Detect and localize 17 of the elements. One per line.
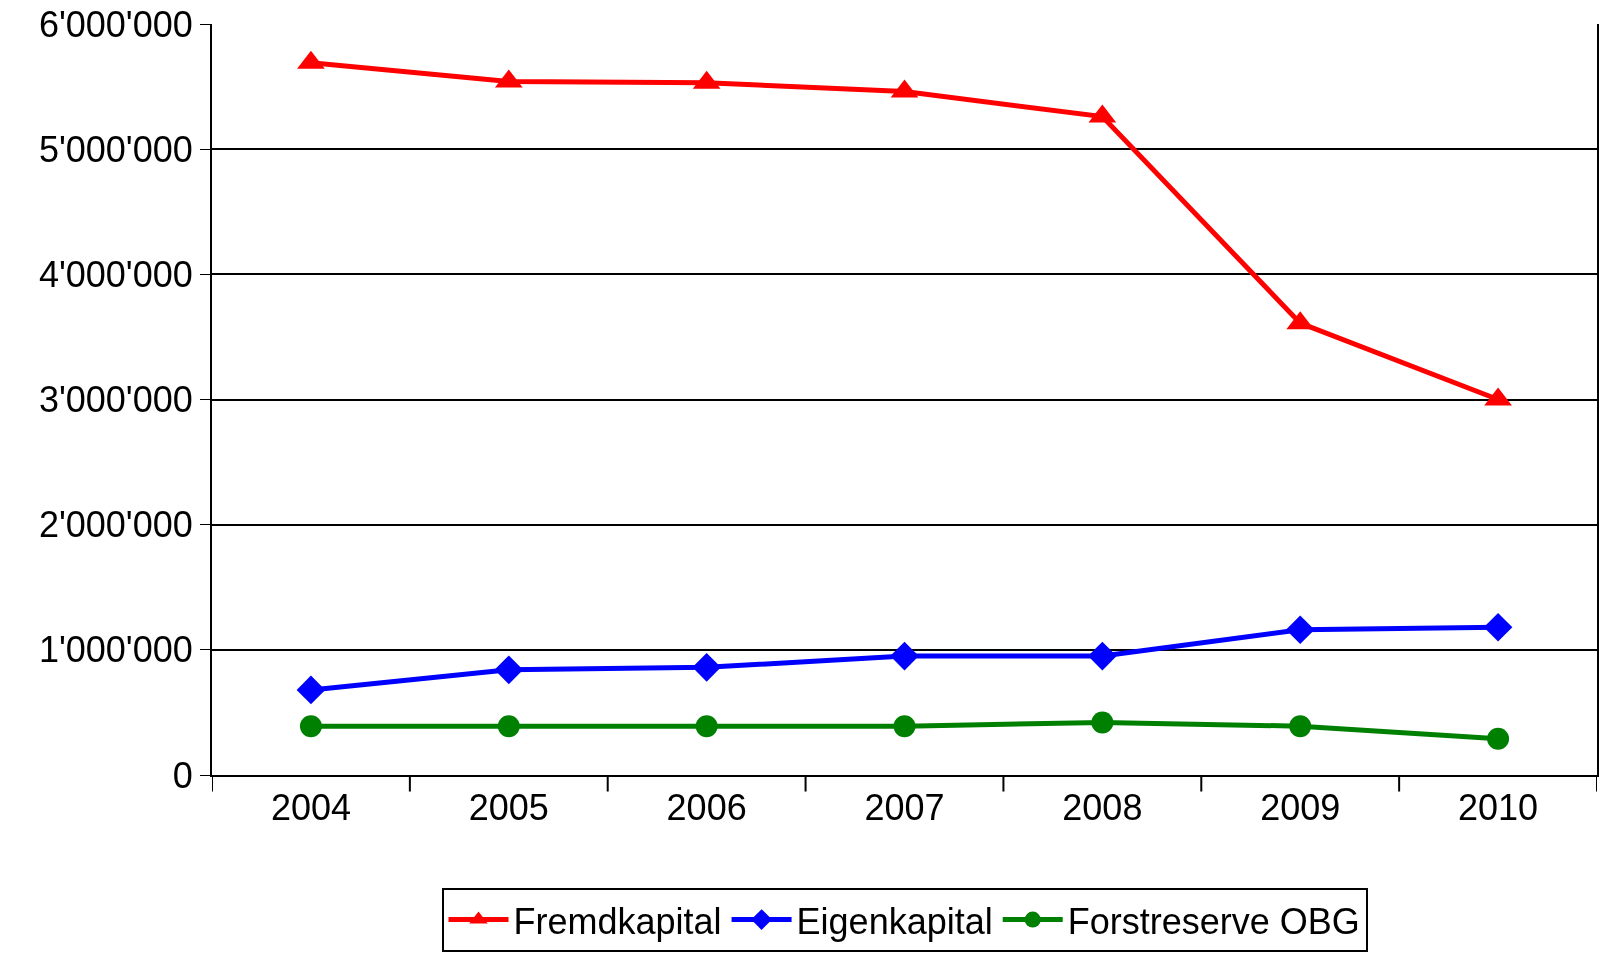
legend-label: Eigenkapital xyxy=(796,900,993,942)
legend-label: Forstreserve OBG xyxy=(1067,900,1360,942)
x-tick-label: 2010 xyxy=(1458,787,1539,829)
x-tick-label: 2009 xyxy=(1260,787,1341,829)
x-tick-label: 2008 xyxy=(1062,787,1143,829)
y-tick-label: 5'000'000 xyxy=(38,128,193,170)
y-tick-label: 1'000'000 xyxy=(38,629,193,671)
x-tick-label: 2005 xyxy=(468,787,549,829)
x-tick-label: 2006 xyxy=(666,787,747,829)
y-tick-label: 0 xyxy=(172,754,193,796)
y-tick-label: 6'000'000 xyxy=(38,3,193,45)
x-tick-label: 2004 xyxy=(270,787,351,829)
legend-label: Fremdkapital xyxy=(513,900,722,942)
y-tick-label: 2'000'000 xyxy=(38,504,193,546)
x-tick-label: 2007 xyxy=(864,787,945,829)
y-tick-label: 4'000'000 xyxy=(38,253,193,295)
y-tick-label: 3'000'000 xyxy=(38,379,193,421)
